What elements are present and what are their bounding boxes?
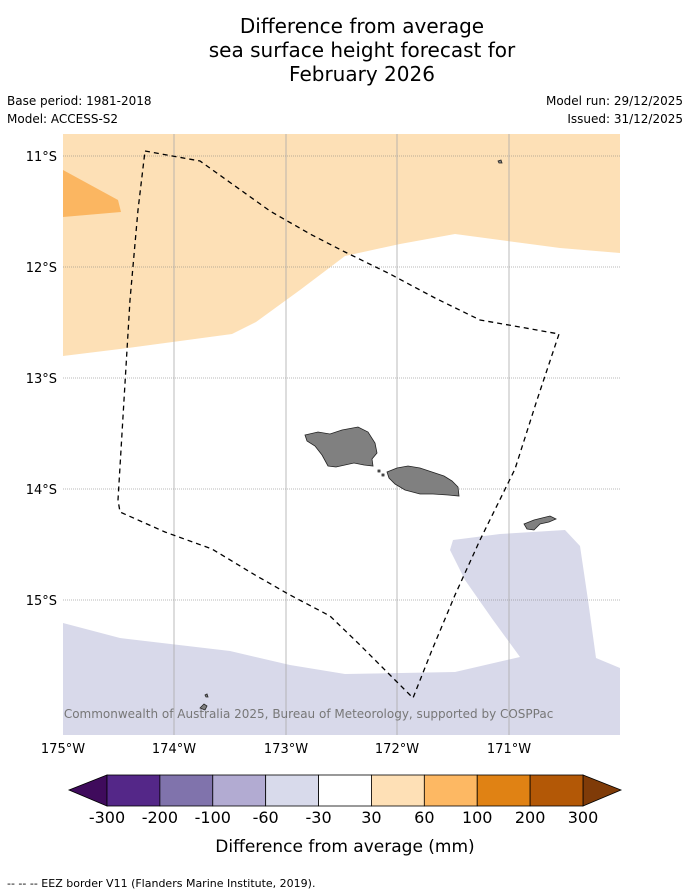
lon-label-173w: 173°W [264, 742, 308, 757]
colorbar-tick-1: -200 [142, 808, 178, 827]
island-small-north [497, 159, 503, 164]
colorbar-tick-4: -30 [305, 808, 331, 827]
colorbar-tick-5: 30 [361, 808, 381, 827]
island-upolu [386, 465, 460, 497]
map-area: © Commonwealth of Australia 2025, Bureau… [48, 134, 620, 735]
title-line-2: sea surface height forecast for [208, 38, 516, 62]
colorbar-tick-8: 200 [515, 808, 546, 827]
colorbar-tick-9: 300 [568, 808, 599, 827]
colorbar-segment-0 [106, 774, 161, 807]
lon-grid [173, 134, 510, 735]
colorbar-tick-0: -300 [89, 808, 125, 827]
anomaly-region-30-60 [63, 134, 620, 356]
copyright-text: © Commonwealth of Australia 2025, Bureau… [48, 707, 553, 721]
lon-labels: 175°W 174°W 173°W 172°W 171°W [41, 742, 531, 757]
colorbar-segment-7 [476, 774, 531, 807]
title-line-1: Difference from average [239, 14, 485, 38]
colorbar-segment-3 [265, 774, 319, 807]
lat-label-15s: 15°S [26, 594, 57, 609]
colorbar-segment-5 [371, 774, 425, 807]
colorbar-extend-high [582, 774, 623, 807]
colorbar-segment-1 [159, 774, 214, 807]
issued-text: Issued: 31/12/2025 [567, 112, 683, 126]
title-line-3: February 2026 [289, 62, 435, 86]
model-text: Model: ACCESS-S2 [7, 112, 119, 126]
island-small-south-2 [204, 693, 209, 698]
colorbar-segment-2 [212, 774, 267, 807]
island-apolima [377, 469, 381, 473]
lon-label-174w: 174°W [152, 742, 196, 757]
lon-label-172w: 172°W [375, 742, 419, 757]
lat-label-12s: 12°S [26, 261, 57, 276]
map-title: Difference from average sea surface heig… [0, 14, 690, 86]
lat-label-11s: 11°S [26, 150, 57, 165]
lat-label-14s: 14°S [26, 483, 57, 498]
colorbar-segment-4 [318, 774, 372, 807]
anomaly-region-60-100 [63, 170, 121, 217]
eez-border [117, 150, 560, 700]
island-savaii [304, 426, 378, 468]
colorbar-tick-2: -100 [195, 808, 231, 827]
colorbar-segment-6 [423, 774, 478, 807]
colorbar-label: Difference from average (mm) [215, 837, 475, 857]
land-masses [199, 159, 557, 711]
model-run-text: Model run: 29/12/2025 [545, 94, 683, 108]
colorbar-tick-7: 100 [462, 808, 493, 827]
eez-footnote: -- -- -- EEZ border V11 (Flanders Marine… [7, 877, 316, 890]
lon-label-171w: 171°W [487, 742, 531, 757]
lat-labels: 11°S 12°S 13°S 14°S 15°S [26, 150, 57, 609]
colorbar: -300 -200 -100 -60 -30 30 60 100 200 300 [67, 774, 623, 827]
lat-grid [63, 155, 620, 601]
anomaly-region-minus60-minus30-east [63, 530, 620, 735]
island-manono [381, 473, 385, 477]
island-tutuila [523, 515, 557, 531]
colorbar-extend-low [67, 774, 108, 807]
lat-label-13s: 13°S [26, 372, 57, 387]
lon-label-175w: 175°W [41, 742, 85, 757]
colorbar-tick-6: 60 [414, 808, 434, 827]
base-period-text: Base period: 1981-2018 [7, 94, 152, 108]
island-small-south [199, 703, 208, 711]
colorbar-tick-3: -60 [253, 808, 279, 827]
colorbar-segment-8 [529, 774, 584, 807]
